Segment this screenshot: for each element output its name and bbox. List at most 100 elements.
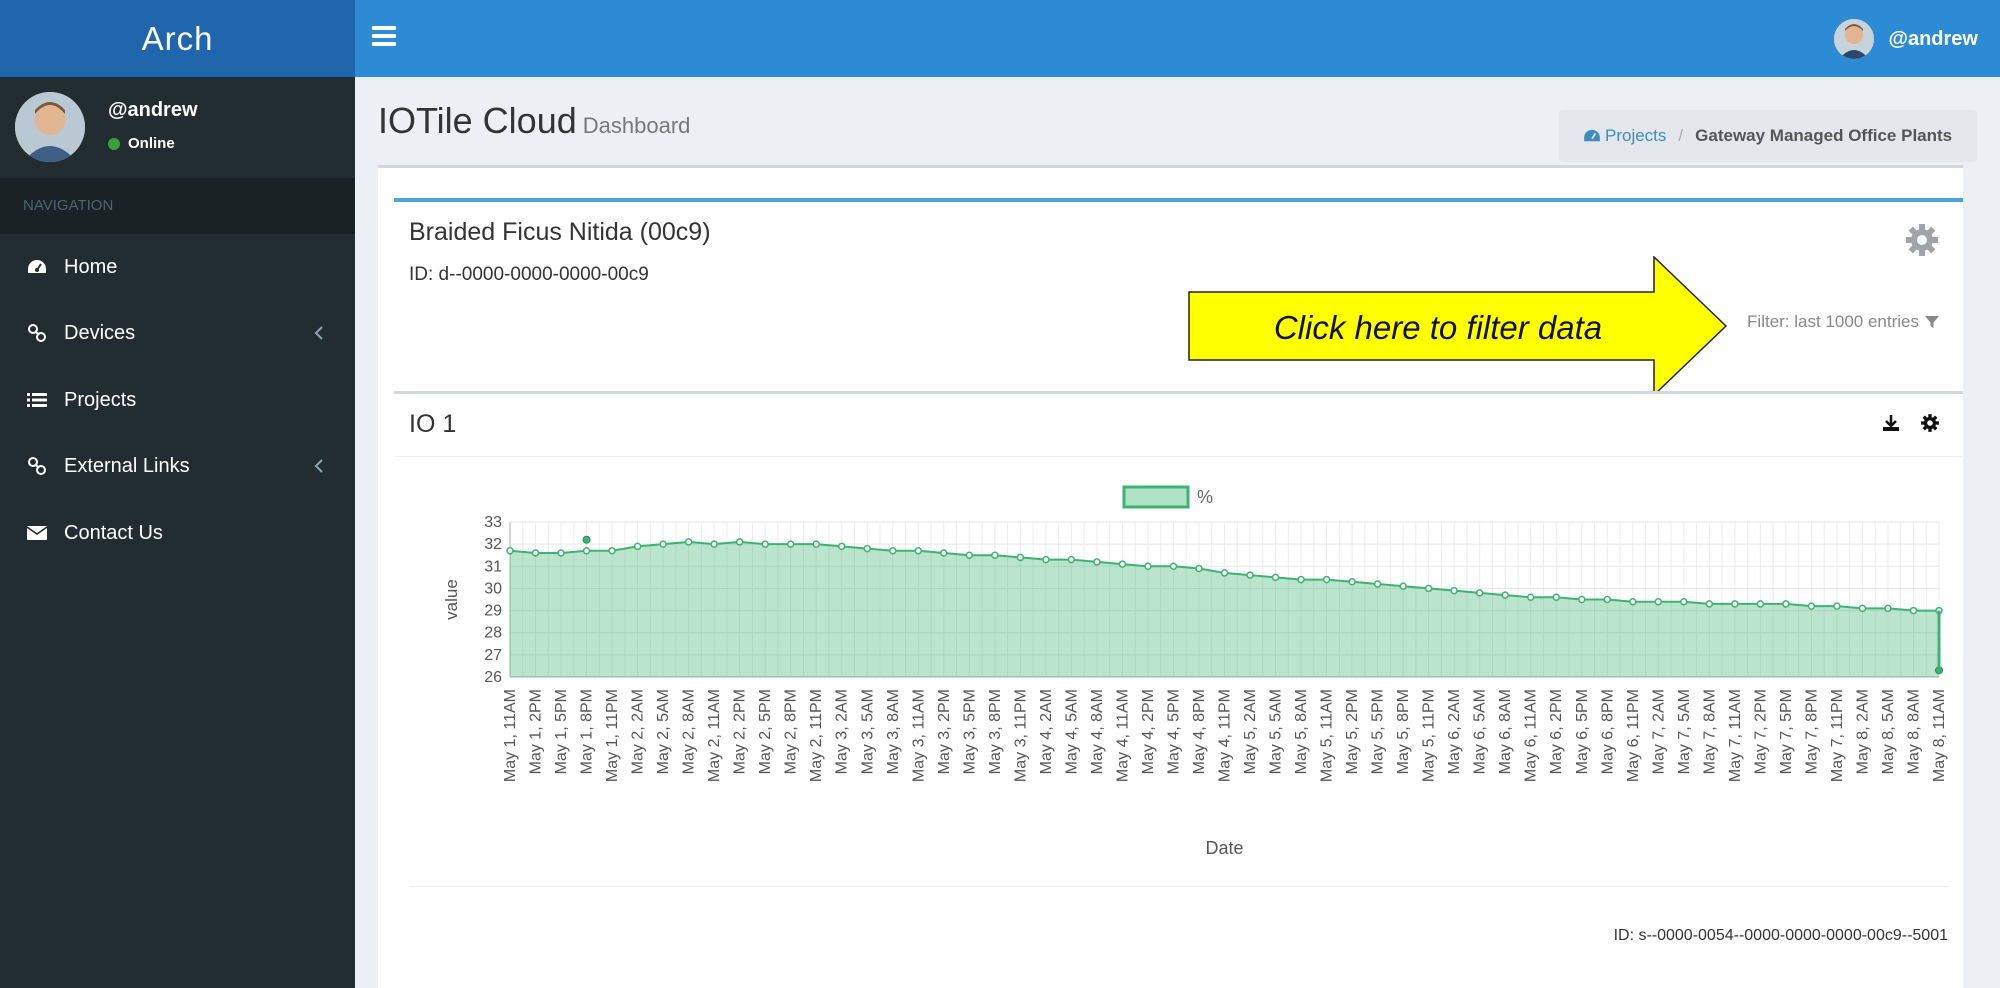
data-point: [1118, 560, 1127, 568]
sidebar-item-contact-us[interactable]: Contact Us: [0, 500, 355, 566]
x-tick-label: May 2, 2AM: [630, 689, 647, 774]
status-badge: Online: [108, 135, 175, 152]
username-label: @andrew: [1888, 27, 1978, 50]
data-point: [1016, 553, 1025, 562]
x-tick-label: May 8, 11AM: [1931, 689, 1948, 782]
data-point: [1705, 600, 1714, 608]
x-tick-label: May 8, 2AM: [1854, 689, 1871, 774]
y-tick-label: 31: [484, 558, 502, 575]
sidebar-item-home[interactable]: Home: [0, 234, 355, 300]
x-tick-label: May 6, 8PM: [1599, 689, 1616, 774]
x-tick-label: May 3, 5PM: [961, 689, 978, 774]
y-tick-label: 33: [484, 514, 502, 531]
data-point: [1680, 597, 1688, 606]
filter-link[interactable]: Filter: last 1000 entries: [1747, 312, 1940, 332]
data-point: [940, 549, 948, 557]
data-point: [889, 547, 897, 555]
x-tick-label: May 7, 11AM: [1727, 689, 1744, 782]
x-tick-label: May 7, 5PM: [1778, 689, 1795, 774]
download-icon[interactable]: [1881, 413, 1901, 433]
data-point: [1169, 562, 1178, 571]
gear-icon[interactable]: [1904, 222, 1940, 258]
y-tick-label: 29: [484, 603, 502, 620]
x-tick-label: May 7, 11PM: [1829, 689, 1846, 782]
dashboard-icon: [1584, 129, 1600, 142]
data-point: [582, 547, 591, 555]
x-tick-label: May 4, 11PM: [1217, 689, 1234, 782]
chevron-left-icon: [314, 459, 323, 473]
filter-label: Filter: last 1000 entries: [1747, 312, 1919, 331]
data-point: [633, 542, 642, 551]
envelope-icon: [26, 522, 48, 544]
x-tick-label: May 3, 11AM: [910, 689, 927, 782]
breadcrumb-separator: /: [1678, 126, 1684, 145]
x-tick-label: May 3, 2PM: [936, 689, 953, 774]
sidebar-item-external-links[interactable]: External Links: [0, 433, 355, 499]
brand-logo[interactable]: Arch: [0, 0, 355, 77]
x-tick-label: May 6, 5PM: [1574, 689, 1591, 774]
data-point: [1246, 571, 1254, 579]
x-tick-label: May 6, 8AM: [1497, 689, 1514, 774]
sidebar-toggle-icon[interactable]: [372, 26, 396, 50]
x-tick-label: May 8, 8AM: [1905, 689, 1922, 774]
x-tick-label: May 5, 5PM: [1370, 689, 1387, 774]
callout-arrow: [1188, 256, 1728, 396]
x-tick-label: May 1, 11PM: [604, 689, 621, 782]
sidebar-item-devices[interactable]: Devices: [0, 300, 355, 366]
data-point: [812, 540, 820, 548]
data-point: [863, 544, 871, 553]
x-tick-label: May 2, 11PM: [808, 689, 825, 782]
x-axis-title: Date: [1205, 838, 1243, 858]
data-point: [1782, 600, 1790, 608]
data-point: [1578, 595, 1586, 604]
data-point: [684, 538, 693, 546]
data-point: [786, 540, 795, 548]
x-tick-label: May 3, 2AM: [834, 689, 851, 774]
sidebar-item-projects[interactable]: Projects: [0, 367, 355, 433]
x-tick-label: May 4, 2PM: [1140, 689, 1157, 774]
callout-text: Click here to filter data: [1273, 309, 1603, 346]
data-point: [659, 540, 667, 548]
y-tick-label: 26: [484, 669, 502, 686]
avatar: [15, 92, 85, 162]
data-point: [1833, 602, 1841, 610]
x-tick-label: May 1, 5PM: [553, 689, 570, 774]
outlier-point: [582, 535, 591, 544]
gear-icon[interactable]: [1920, 413, 1940, 433]
data-point: [1067, 555, 1076, 564]
data-point: [1475, 589, 1484, 597]
x-tick-label: May 4, 2AM: [1038, 689, 1055, 774]
breadcrumb-link-projects[interactable]: Projects: [1583, 126, 1666, 146]
user-menu[interactable]: @andrew: [1834, 18, 1978, 60]
x-tick-label: May 2, 5PM: [757, 689, 774, 774]
x-tick-label: May 4, 5PM: [1165, 689, 1182, 774]
data-point: [1552, 593, 1560, 602]
user-panel: @andrew Online: [0, 77, 355, 177]
data-point: [1807, 602, 1816, 610]
link-icon: [26, 455, 48, 477]
breadcrumb-current: Gateway Managed Office Plants: [1695, 126, 1953, 145]
x-tick-label: May 1, 11AM: [502, 689, 519, 782]
device-title: Braided Ficus Nitida (00c9): [409, 218, 711, 246]
data-point: [735, 538, 744, 546]
x-tick-label: May 5, 2PM: [1344, 689, 1361, 774]
x-tick-label: May 3, 5AM: [859, 689, 876, 774]
stream-chart: 26 27 28 29 30 31 32 33 May 1, 11AM May 1, 2PM May…: [442, 485, 1948, 858]
link-icon: [26, 322, 48, 344]
x-tick-label: May 6, 2AM: [1446, 689, 1463, 774]
x-tick-label: May 2, 11AM: [706, 689, 723, 782]
x-tick-label: May 3, 8AM: [885, 689, 902, 774]
data-point: [1909, 606, 1918, 615]
x-tick-label: May 3, 8PM: [987, 689, 1004, 774]
status-dot-icon: [108, 137, 120, 150]
x-tick-label: May 6, 2PM: [1548, 689, 1565, 774]
x-tick-label: May 7, 5AM: [1676, 689, 1693, 774]
filter-icon: [1925, 316, 1939, 328]
data-point: [991, 551, 999, 559]
avatar: [1834, 19, 1875, 59]
breadcrumb: Projects / Gateway Managed Office Plants: [1559, 110, 1977, 162]
data-point: [1144, 562, 1152, 571]
data-point: [1884, 604, 1892, 613]
data-point: [1756, 600, 1765, 608]
data-point: [1322, 575, 1331, 584]
